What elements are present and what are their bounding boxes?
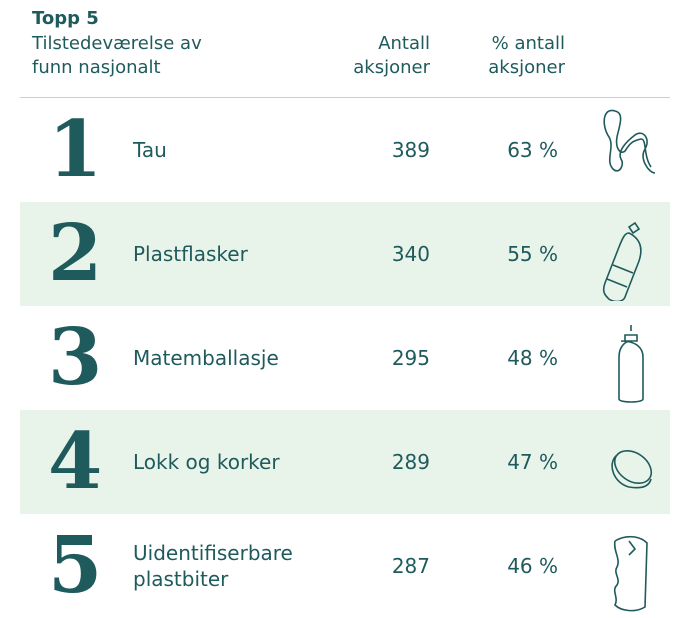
item-name: Matemballasje <box>133 346 279 370</box>
table-row: 2 Plastflasker 340 55 % <box>20 202 670 306</box>
icon <box>618 325 644 403</box>
icon <box>611 449 653 489</box>
count: 340 <box>391 242 430 266</box>
percent: 47 % <box>507 450 558 474</box>
subtitle: funn nasjonalt <box>32 57 161 78</box>
icon <box>613 535 648 612</box>
percent: 46 % <box>507 554 558 578</box>
count: 289 <box>391 450 430 474</box>
item-name: Tau <box>133 138 167 162</box>
icon <box>602 221 642 301</box>
item-name: Uidentifiserbare plastbiter <box>133 541 293 591</box>
column-header: aksjoner <box>488 57 565 78</box>
count: 287 <box>391 554 430 578</box>
count: 389 <box>391 138 430 162</box>
count: 295 <box>391 346 430 370</box>
column-header: % antall <box>491 33 565 54</box>
table-row: 4 Lokk og korker 289 47 % <box>20 410 670 514</box>
percent: 55 % <box>507 242 558 266</box>
column-header: aksjoner <box>353 57 430 78</box>
subtitle: Tilstedeværelse av <box>32 33 202 54</box>
table-row: 1 Tau 389 63 % <box>20 98 670 202</box>
title: Topp 5 <box>32 8 99 29</box>
rank-number: 2 <box>48 208 103 299</box>
percent: 63 % <box>507 138 558 162</box>
percent: 48 % <box>507 346 558 370</box>
divider <box>20 97 670 98</box>
rank-number: 5 <box>48 520 103 611</box>
item-name: Plastflasker <box>133 242 248 266</box>
icon <box>603 109 656 174</box>
rank-number: 1 <box>48 104 103 195</box>
column-header: Antall <box>378 33 430 54</box>
item-name: Lokk og korker <box>133 450 280 474</box>
rank-number: 3 <box>48 312 103 403</box>
rank-number: 4 <box>48 416 103 507</box>
table-row: 5 Uidentifiserbare plastbiter 287 46 % <box>20 514 670 618</box>
table-row: 3 Matemballasje 295 48 % <box>20 306 670 410</box>
